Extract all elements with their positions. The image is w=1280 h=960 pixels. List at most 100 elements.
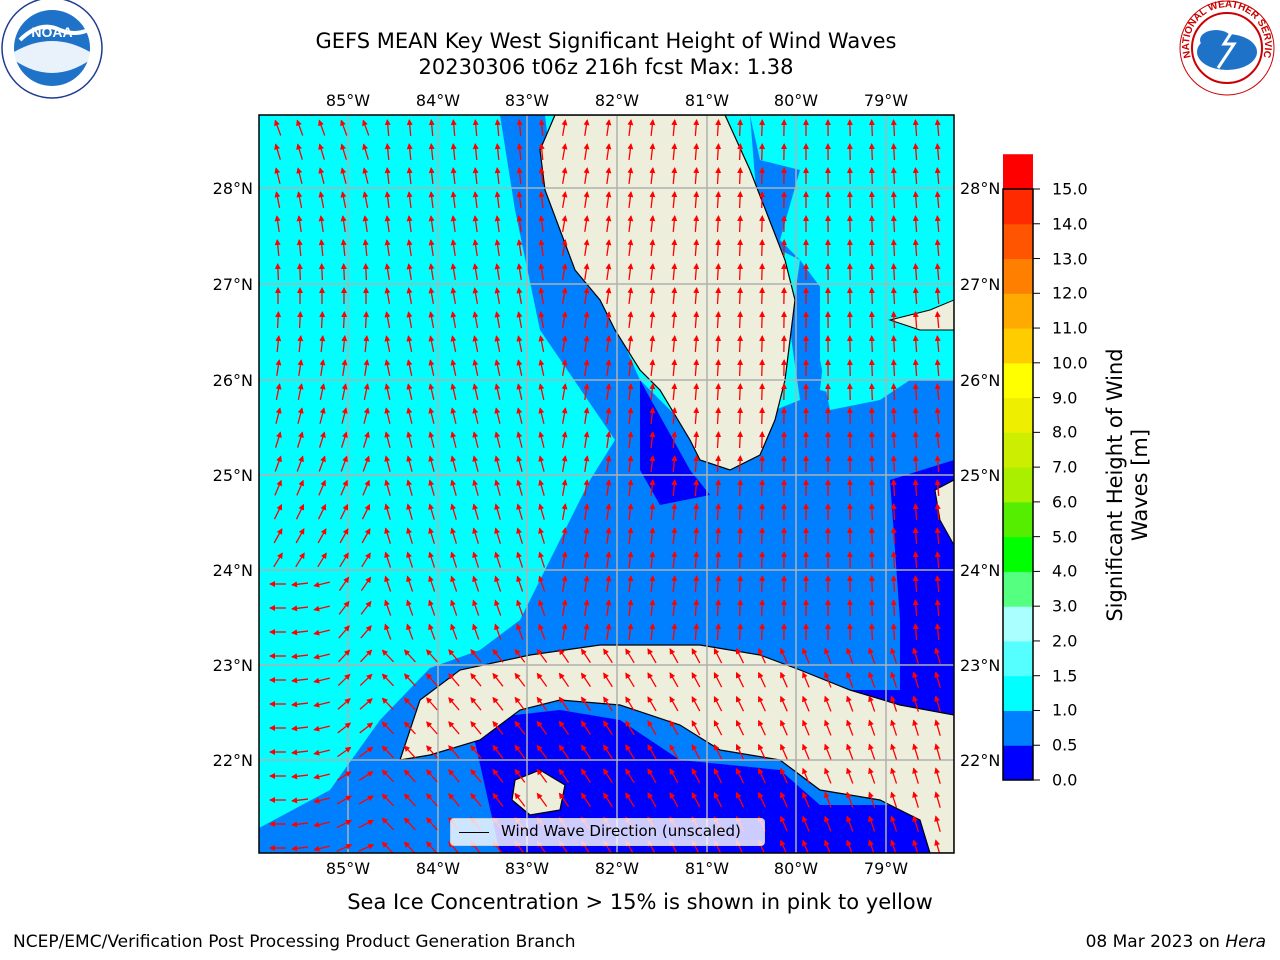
wave-direction-arrow [426,697,438,711]
wave-direction-arrow [868,263,875,281]
wave-direction-arrow [450,167,457,185]
wave-direction-arrow [649,287,656,305]
wave-direction-arrow [647,672,657,688]
wave-direction-arrow [291,581,309,588]
wave-direction-arrow [890,215,897,233]
wave-direction-arrow [450,407,457,424]
wave-direction-arrow [384,167,391,185]
wave-direction-arrow [274,191,281,208]
lat-label: 28°N [960,179,1000,198]
wave-direction-arrow [737,551,744,569]
wave-direction-arrow [363,335,370,353]
wave-direction-arrow [313,821,330,828]
wave-direction-arrow [516,431,523,448]
wave-direction-arrow [715,143,722,161]
colorbar-segment [1003,258,1033,294]
wave-direction-arrow [912,743,919,760]
wave-direction-arrow [868,551,875,569]
wave-direction-arrow [583,215,590,233]
colorbar-segment [1003,432,1033,468]
wave-direction-arrow [319,311,326,329]
wave-direction-arrow [538,215,545,233]
wave-direction-arrow [737,479,744,497]
wave-direction-arrow [605,167,612,185]
wave-direction-arrow [671,383,678,401]
wave-direction-arrow [340,191,347,208]
wave-direction-arrow [671,191,678,209]
wave-direction-arrow [318,263,325,281]
wave-direction-arrow [296,167,303,184]
wave-direction-arrow [384,431,391,448]
wave-direction-arrow [912,623,919,641]
wave-direction-arrow [561,287,568,304]
wave-direction-arrow [693,527,700,545]
colorbar-segment [1003,675,1033,711]
wave-direction-arrow [406,239,413,257]
wave-direction-arrow [824,647,832,664]
wave-direction-arrow [737,623,744,641]
wave-direction-arrow [868,719,876,736]
wave-direction-arrow [627,143,634,161]
wave-direction-arrow [713,647,723,664]
wave-direction-arrow [934,767,941,784]
wave-direction-arrow [912,167,919,185]
wave-direction-arrow [693,119,700,137]
wave-direction-arrow [516,527,523,544]
wave-direction-arrow [428,527,435,544]
wave-direction-arrow [516,575,524,592]
wave-direction-arrow [759,383,766,401]
wave-direction-arrow [448,745,460,759]
wave-direction-arrow [359,746,374,758]
wave-direction-arrow [583,503,590,521]
lon-label: 85°W [326,859,370,878]
wave-direction-arrow [339,528,349,544]
wave-direction-arrow [735,743,745,760]
wave-direction-arrow [605,239,612,257]
wave-direction-arrow [934,119,941,137]
wave-direction-arrow [715,311,722,329]
wave-direction-arrow [912,239,919,257]
wave-direction-arrow [472,551,480,568]
colorbar-tick-label: 14.0 [1052,214,1088,234]
wave-direction-arrow [319,359,326,377]
wave-direction-arrow [824,767,832,784]
wave-direction-arrow [759,431,766,449]
wave-direction-arrow [297,383,304,400]
wave-direction-arrow [824,719,832,736]
wave-direction-arrow [583,311,590,329]
wave-direction-arrow [780,767,788,784]
lat-labels-left: 28°N 27°N 26°N 25°N 24°N 23°N 22°N [213,179,253,770]
footer-machine: Hera [1225,932,1266,952]
wave-direction-arrow [538,119,545,137]
wave-direction-arrow [538,527,545,544]
wave-direction-arrow [494,503,501,520]
wave-direction-arrow [934,743,941,760]
wave-direction-arrow [538,335,545,352]
wave-direction-arrow [558,672,570,687]
wave-direction-arrow [384,119,391,137]
wave-direction-arrow [492,744,504,759]
wave-direction-arrow [583,191,590,209]
wave-direction-arrow [713,743,723,760]
wave-direction-arrow [649,431,656,449]
wave-direction-arrow [912,839,919,853]
wave-direction-arrow [715,335,722,353]
wave-direction-arrow [802,815,810,832]
wave-direction-arrow [360,625,372,639]
wave-direction-arrow [558,744,570,759]
wave-direction-arrow [340,143,347,160]
wave-direction-arrow [737,167,744,185]
wave-direction-arrow [384,479,391,496]
lon-label: 85°W [326,91,370,110]
wave-direction-arrow [583,359,590,377]
wave-direction-arrow [693,287,700,305]
wave-direction-arrow [890,575,897,593]
wave-direction-arrow [470,769,482,783]
wave-direction-arrow [691,792,701,808]
colorbar-segment [1003,501,1033,538]
wave-direction-arrow [934,551,941,569]
wave-direction-arrow [737,359,744,377]
wave-direction-arrow [625,720,635,736]
wave-direction-arrow [318,479,326,496]
